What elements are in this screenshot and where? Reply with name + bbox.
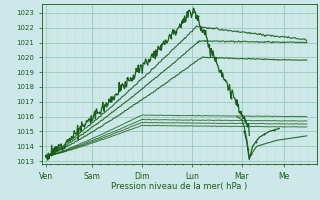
X-axis label: Pression niveau de la mer( hPa ): Pression niveau de la mer( hPa )	[111, 182, 247, 191]
